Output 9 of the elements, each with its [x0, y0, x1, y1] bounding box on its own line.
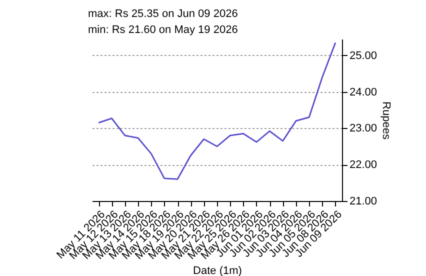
text: max: Rs 25.35 on Jun 09 2026 [88, 8, 238, 20]
y-tick-label: 22.00 [350, 159, 378, 172]
y-tick-label: 23.00 [350, 122, 378, 135]
line-series [98, 42, 336, 180]
y-axis-title: Rupees [380, 102, 392, 140]
text: min: Rs 21.60 on May 19 2026 [88, 24, 238, 36]
y-tick-label: 24.00 [350, 86, 378, 98]
y-tick-label: 25.00 [350, 50, 378, 62]
y-tick-label: 21.00 [350, 196, 378, 208]
